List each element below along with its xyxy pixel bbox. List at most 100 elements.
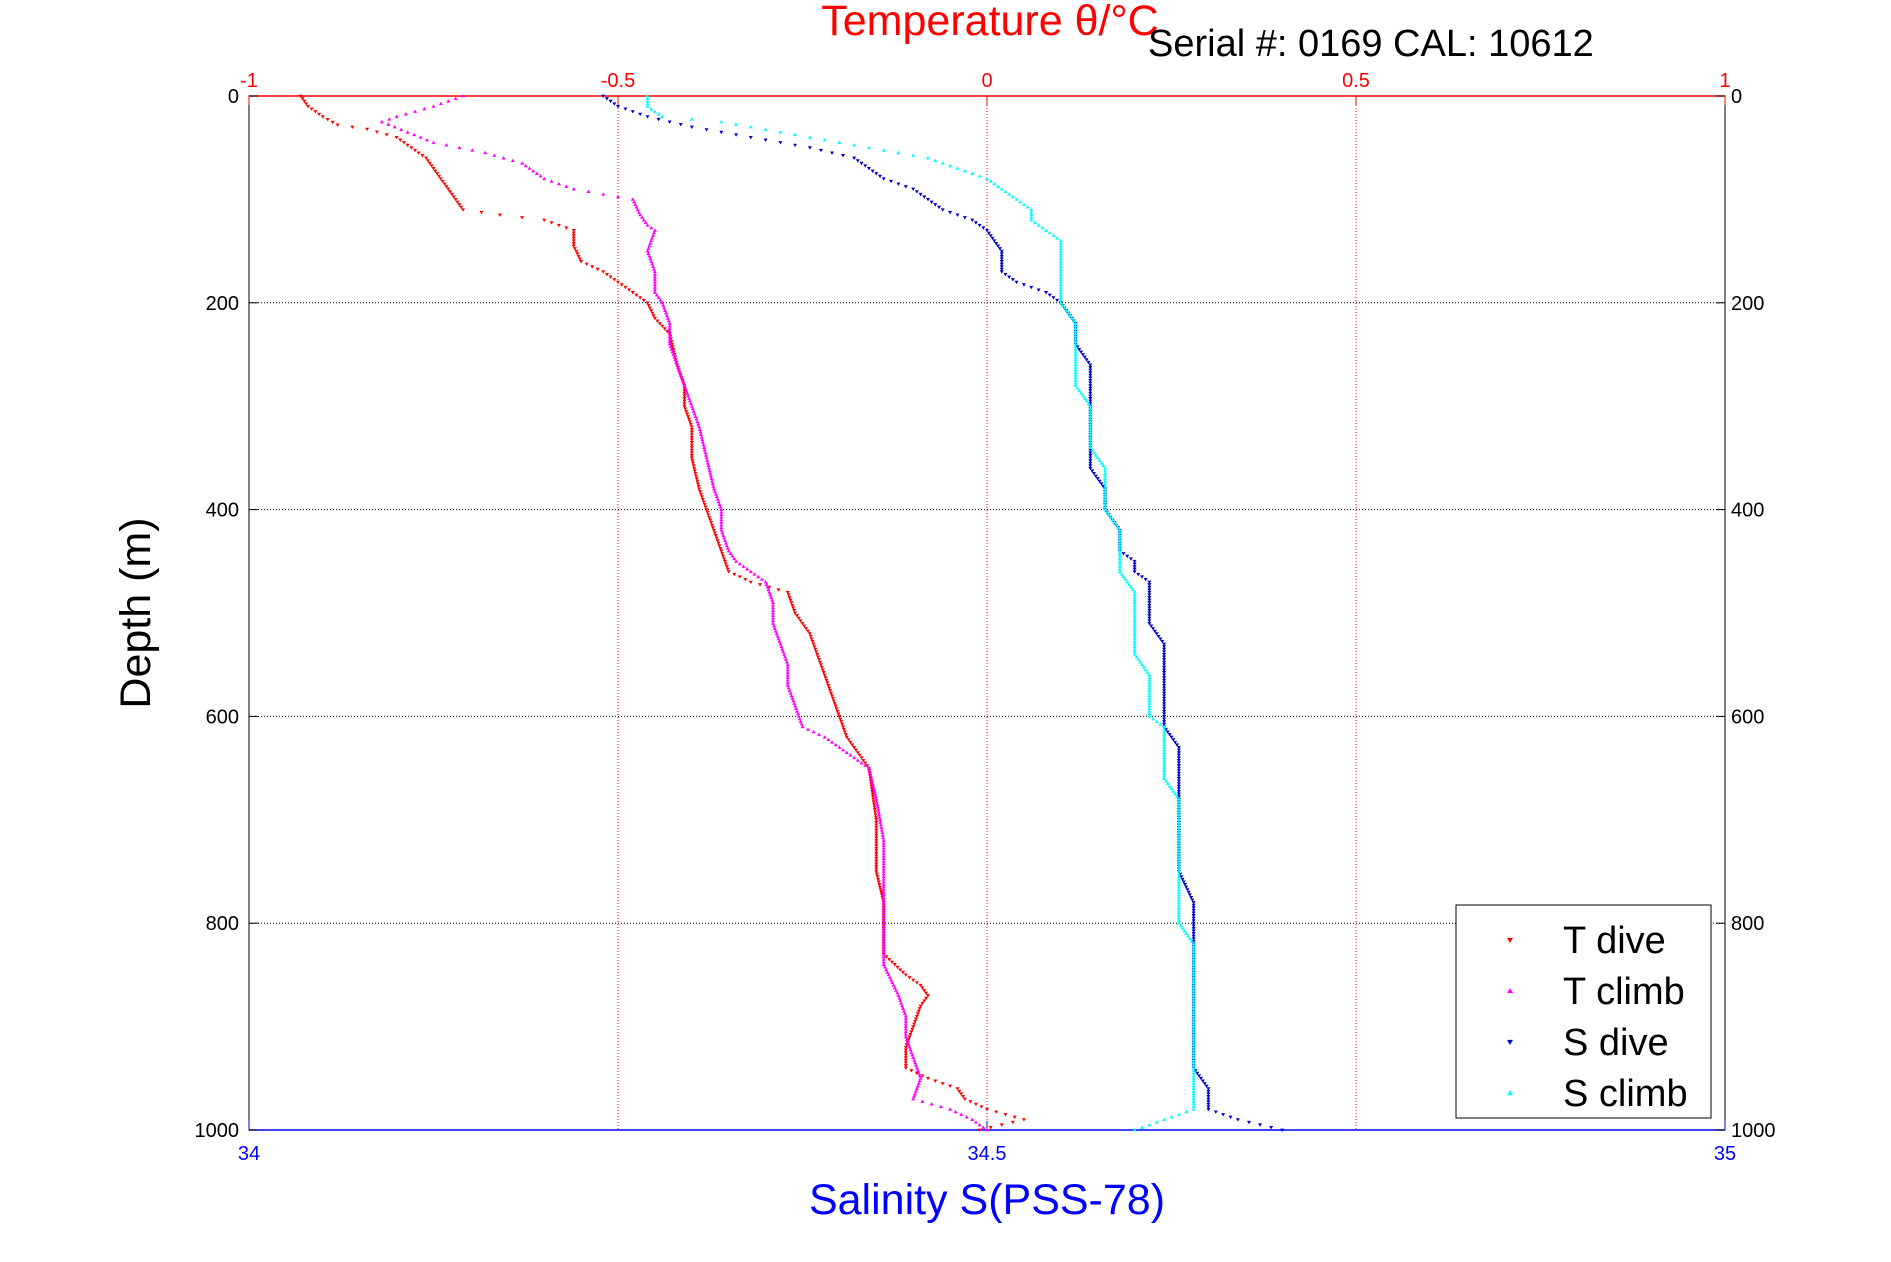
data-point-s-climb: [1080, 393, 1085, 398]
data-point-t-climb: [699, 432, 704, 437]
data-point-s-climb: [1176, 887, 1181, 891]
data-point-t-climb: [646, 251, 651, 256]
data-point-t-climb: [900, 1003, 905, 1008]
data-point-t-climb: [916, 1071, 921, 1075]
data-point-t-dive: [646, 303, 651, 308]
data-point-s-climb: [1073, 383, 1078, 387]
data-point-s-dive: [1162, 676, 1167, 680]
data-point-s-climb: [1132, 598, 1137, 602]
data-point-t-dive: [794, 614, 799, 618]
data-point-s-climb: [1088, 419, 1093, 424]
data-point-t-climb: [651, 267, 656, 271]
data-point-s-dive: [1191, 924, 1196, 928]
data-point-t-climb: [652, 290, 657, 294]
data-point-t-dive: [325, 118, 330, 122]
data-point-t-climb: [718, 505, 723, 509]
data-point-s-dive: [1206, 1107, 1211, 1112]
data-point-s-dive: [1128, 557, 1133, 561]
data-point-t-climb: [667, 334, 672, 338]
data-point-t-climb: [785, 662, 790, 667]
data-point-t-climb: [903, 1024, 908, 1028]
data-point-t-dive: [726, 570, 731, 574]
data-point-t-dive: [706, 513, 711, 517]
data-point-t-climb: [652, 277, 657, 281]
data-point-s-dive: [877, 174, 882, 179]
data-point-s-climb: [1191, 980, 1196, 985]
data-point-t-dive: [903, 1063, 908, 1068]
data-point-s-dive: [1162, 650, 1167, 654]
data-point-s-climb: [1088, 442, 1093, 447]
data-point-t-dive: [708, 518, 713, 522]
data-point-t-climb: [676, 368, 681, 372]
data-point-s-dive: [1147, 609, 1152, 613]
data-point-t-dive: [448, 190, 453, 194]
data-point-t-climb: [701, 442, 706, 447]
data-point-s-climb: [1162, 732, 1167, 736]
data-point-s-dive: [1169, 735, 1174, 740]
data-point-t-dive: [911, 978, 916, 983]
data-point-t-dive: [957, 1089, 962, 1094]
data-point-s-climb: [1110, 517, 1115, 522]
data-point-s-climb: [1191, 965, 1196, 969]
data-point-t-dive: [892, 963, 897, 967]
data-point-t-climb: [709, 476, 714, 480]
data-point-s-dive: [818, 148, 823, 153]
data-point-t-climb: [878, 822, 883, 827]
data-point-s-dive: [1162, 647, 1167, 652]
data-point-s-climb: [1103, 489, 1108, 493]
data-point-s-climb: [645, 94, 650, 98]
top-tick-label: -1: [240, 70, 258, 92]
data-point-t-dive: [878, 888, 883, 892]
data-point-t-dive: [910, 1027, 915, 1032]
data-point-t-climb: [677, 370, 682, 374]
data-point-t-climb: [913, 1089, 918, 1093]
data-point-t-climb: [881, 882, 886, 886]
data-point-t-climb: [881, 903, 886, 907]
data-point-s-climb: [1147, 714, 1152, 718]
data-point-t-climb: [461, 94, 466, 98]
data-point-s-dive: [1055, 298, 1060, 303]
data-point-s-dive: [1162, 722, 1167, 727]
data-point-s-climb: [1162, 760, 1167, 765]
data-point-s-climb: [1191, 983, 1196, 987]
data-point-t-climb: [652, 274, 657, 279]
data-point-t-climb: [770, 611, 775, 615]
data-point-s-dive: [1088, 464, 1093, 468]
legend: T dive T climb S dive S climb: [1455, 904, 1712, 1119]
data-point-s-dive: [1160, 640, 1165, 644]
data-point-s-climb: [1103, 484, 1108, 488]
data-point-s-dive: [1147, 598, 1152, 603]
data-point-t-dive: [384, 133, 389, 137]
data-point-s-climb: [1073, 334, 1078, 338]
data-point-t-dive: [374, 130, 379, 134]
data-point-t-dive: [818, 663, 823, 667]
data-point-s-climb: [1060, 303, 1065, 307]
data-point-t-dive: [725, 567, 730, 572]
data-point-t-dive: [619, 283, 624, 287]
data-point-s-dive: [1090, 469, 1095, 473]
data-point-s-climb: [1176, 885, 1181, 889]
data-point-s-climb: [1117, 546, 1122, 550]
data-point-s-climb: [1162, 740, 1167, 744]
data-point-t-dive: [841, 725, 846, 729]
data-point-s-climb: [1088, 445, 1093, 449]
data-point-t-dive: [959, 1092, 964, 1096]
data-point-t-climb: [895, 990, 900, 995]
data-point-s-climb: [1191, 1003, 1196, 1008]
data-point-s-dive: [1162, 689, 1167, 693]
data-point-s-dive: [1206, 1097, 1211, 1101]
series-t-climb: [379, 94, 989, 1132]
data-point-t-dive: [844, 735, 849, 740]
data-point-s-climb: [1176, 861, 1181, 866]
data-point-t-climb: [876, 807, 881, 811]
data-point-s-climb: [778, 130, 783, 134]
data-point-s-climb: [1055, 236, 1060, 240]
data-point-s-climb: [1191, 1034, 1196, 1039]
data-point-t-climb: [911, 1096, 916, 1101]
data-point-s-climb: [1191, 1078, 1196, 1083]
data-point-t-climb: [690, 406, 695, 411]
data-point-t-dive: [732, 572, 737, 577]
data-point-s-climb: [1029, 218, 1034, 222]
data-point-s-dive: [1165, 730, 1170, 734]
data-point-t-climb: [453, 96, 458, 100]
